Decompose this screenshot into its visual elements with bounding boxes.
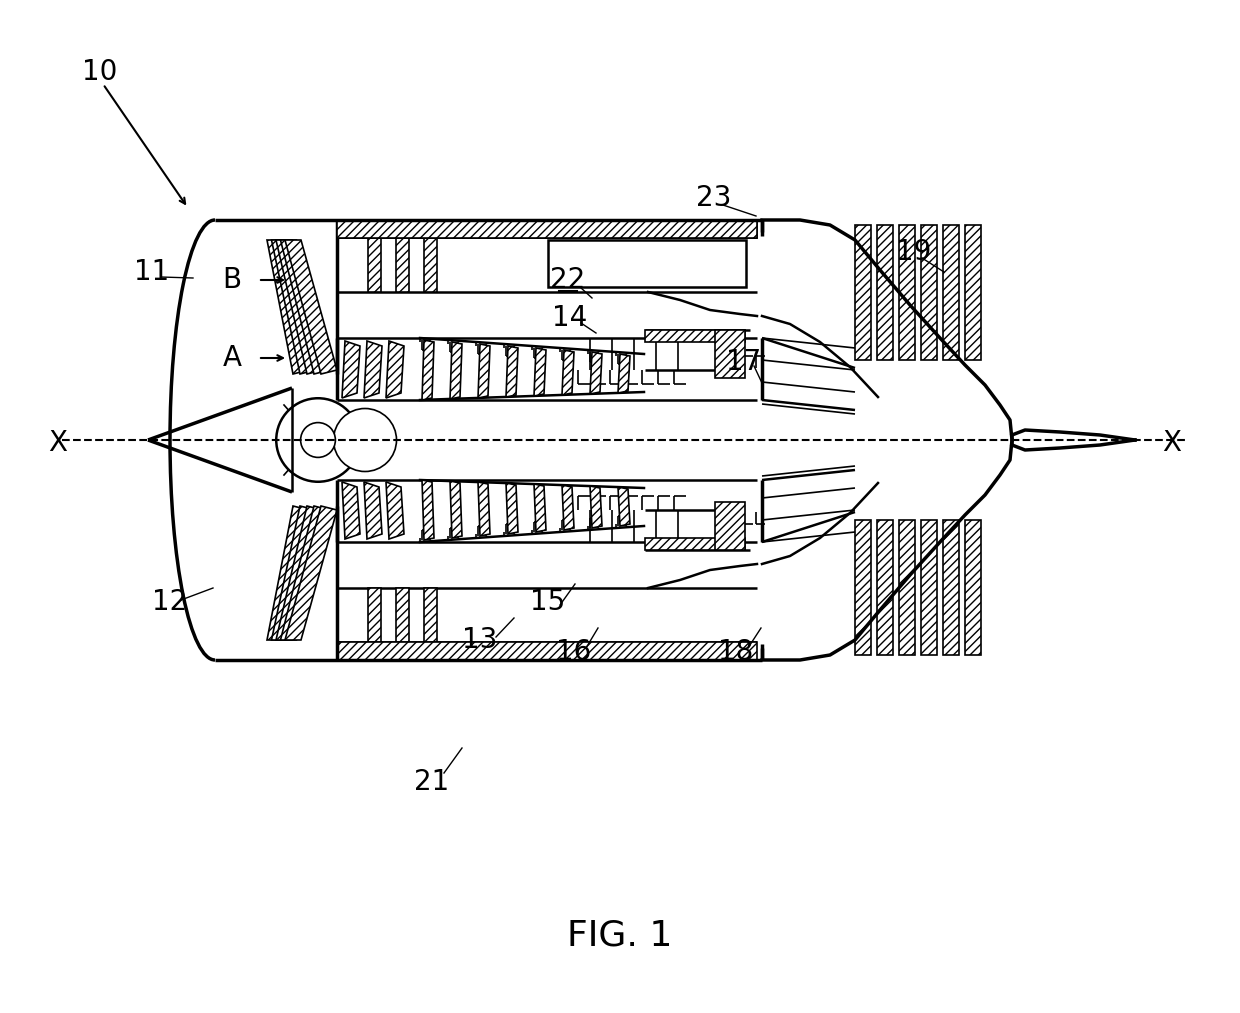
Bar xyxy=(337,642,756,660)
Polygon shape xyxy=(618,487,630,526)
Polygon shape xyxy=(365,341,382,398)
Bar xyxy=(645,538,745,550)
Text: 23: 23 xyxy=(697,184,732,212)
Bar xyxy=(715,502,745,550)
Polygon shape xyxy=(267,240,309,374)
Text: 19: 19 xyxy=(897,238,931,266)
Bar xyxy=(942,225,959,360)
Polygon shape xyxy=(396,588,409,642)
Polygon shape xyxy=(272,240,316,374)
Bar xyxy=(899,520,915,655)
Text: A: A xyxy=(222,344,242,372)
Bar xyxy=(877,225,893,360)
Polygon shape xyxy=(342,482,360,539)
Polygon shape xyxy=(534,348,546,396)
Text: 11: 11 xyxy=(134,258,170,286)
Text: 14: 14 xyxy=(552,304,588,332)
Polygon shape xyxy=(272,506,316,640)
Bar xyxy=(337,220,756,238)
Polygon shape xyxy=(618,354,630,393)
Text: B: B xyxy=(222,266,242,294)
Circle shape xyxy=(334,408,397,471)
Polygon shape xyxy=(534,484,546,532)
Text: FIG. 1: FIG. 1 xyxy=(568,918,672,952)
Polygon shape xyxy=(342,341,360,398)
Polygon shape xyxy=(590,352,601,394)
Text: 16: 16 xyxy=(557,638,591,666)
Bar xyxy=(965,225,981,360)
Bar xyxy=(856,520,870,655)
Bar xyxy=(337,220,756,238)
Polygon shape xyxy=(450,481,463,538)
Polygon shape xyxy=(285,240,337,374)
Text: 21: 21 xyxy=(414,768,450,796)
Polygon shape xyxy=(422,480,434,540)
Polygon shape xyxy=(386,341,404,398)
Circle shape xyxy=(277,398,360,482)
Text: X: X xyxy=(1163,428,1182,457)
Polygon shape xyxy=(506,483,518,534)
Circle shape xyxy=(300,422,335,458)
Polygon shape xyxy=(365,482,382,539)
Text: 12: 12 xyxy=(153,588,187,616)
Polygon shape xyxy=(506,346,518,397)
Text: 18: 18 xyxy=(718,638,754,666)
Text: 15: 15 xyxy=(531,588,565,616)
Polygon shape xyxy=(562,350,574,395)
Polygon shape xyxy=(450,342,463,399)
Polygon shape xyxy=(590,486,601,528)
Polygon shape xyxy=(368,588,381,642)
Polygon shape xyxy=(386,482,404,539)
Bar xyxy=(899,225,915,360)
Polygon shape xyxy=(368,238,381,292)
Polygon shape xyxy=(562,485,574,530)
Bar xyxy=(921,520,937,655)
Polygon shape xyxy=(396,238,409,292)
Text: 22: 22 xyxy=(551,266,585,294)
Polygon shape xyxy=(424,238,436,292)
Bar xyxy=(942,520,959,655)
Bar xyxy=(921,225,937,360)
Polygon shape xyxy=(424,588,436,642)
Bar xyxy=(548,240,746,287)
Polygon shape xyxy=(280,506,330,640)
Bar xyxy=(856,225,870,360)
Polygon shape xyxy=(277,506,322,640)
Polygon shape xyxy=(277,240,322,374)
Polygon shape xyxy=(477,344,490,398)
Bar xyxy=(877,520,893,655)
Polygon shape xyxy=(422,340,434,400)
Polygon shape xyxy=(285,506,337,640)
Text: 13: 13 xyxy=(463,626,497,654)
Bar xyxy=(965,520,981,655)
Text: 10: 10 xyxy=(82,58,118,86)
Bar xyxy=(715,330,745,378)
Polygon shape xyxy=(477,482,490,536)
Polygon shape xyxy=(280,240,330,374)
Polygon shape xyxy=(267,506,309,640)
Text: 17: 17 xyxy=(727,348,761,376)
Bar xyxy=(645,330,745,342)
Text: X: X xyxy=(48,428,67,457)
